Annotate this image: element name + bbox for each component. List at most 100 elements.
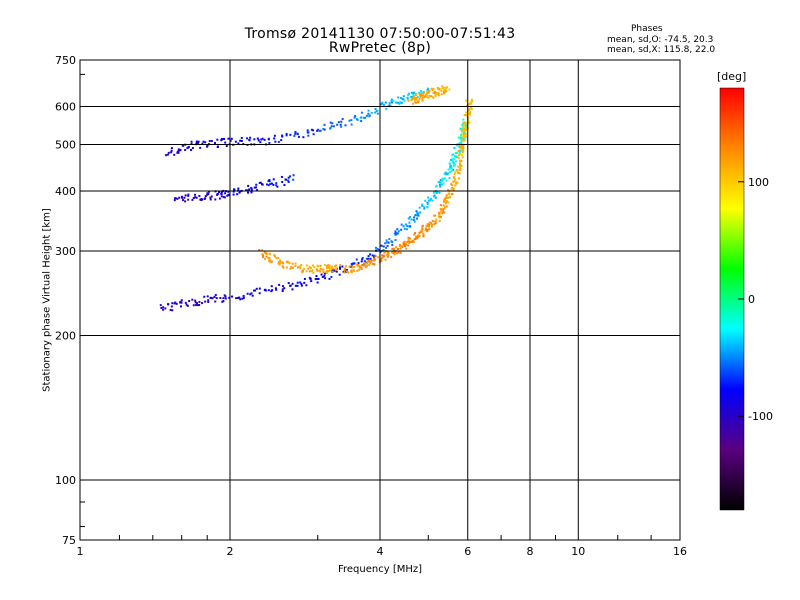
data-point [446, 172, 449, 175]
data-point [356, 269, 359, 272]
data-point [354, 115, 357, 118]
data-point [250, 187, 253, 190]
data-point [360, 120, 363, 123]
data-point [327, 264, 330, 267]
data-point [228, 296, 231, 299]
data-point [238, 191, 241, 194]
data-point [259, 181, 262, 184]
data-point [419, 94, 422, 97]
data-point [277, 261, 280, 264]
data-point [426, 203, 429, 206]
data-point [447, 188, 450, 191]
data-point [459, 137, 462, 140]
data-point [398, 101, 401, 104]
data-point [204, 195, 207, 198]
data-point [412, 92, 415, 95]
data-point [245, 189, 248, 192]
y-tick-label: 600 [55, 101, 76, 114]
data-point [445, 179, 448, 182]
data-point [303, 277, 306, 280]
data-point [385, 107, 388, 110]
data-point [283, 287, 286, 290]
data-point [423, 206, 426, 209]
data-point [462, 149, 465, 152]
data-point [209, 198, 212, 201]
data-point [190, 140, 193, 143]
data-point [213, 295, 216, 298]
data-point [461, 123, 464, 126]
data-point [463, 137, 466, 140]
data-point [187, 193, 190, 196]
data-point [418, 231, 421, 234]
data-point [305, 284, 308, 287]
data-point [322, 271, 325, 274]
data-point [268, 180, 271, 183]
data-point [335, 270, 338, 273]
data-point [179, 300, 182, 303]
data-point [273, 134, 276, 137]
data-point [308, 265, 311, 268]
data-point [393, 251, 396, 254]
data-point [402, 243, 405, 246]
data-point [452, 164, 455, 167]
data-point [443, 211, 446, 214]
data-point [401, 245, 404, 248]
grid-lines [80, 60, 680, 540]
data-point [456, 181, 459, 184]
data-point [321, 276, 324, 279]
data-point [255, 287, 258, 290]
data-point [440, 210, 443, 213]
data-point [426, 228, 429, 231]
data-point [305, 264, 308, 267]
data-point [417, 214, 420, 217]
data-point [404, 245, 407, 248]
data-point [391, 243, 394, 246]
data-point [253, 289, 256, 292]
data-point [184, 149, 187, 152]
data-point [405, 247, 408, 250]
data-point [415, 93, 418, 96]
data-point [409, 215, 412, 218]
data-point [453, 173, 456, 176]
data-point [390, 240, 393, 243]
data-point [236, 193, 239, 196]
data-point [416, 217, 419, 220]
data-point [434, 92, 437, 95]
x-tick-label: 1 [77, 545, 84, 558]
data-point [258, 292, 261, 295]
data-point [300, 264, 303, 267]
data-point [299, 281, 302, 284]
data-point [397, 251, 400, 254]
data-point [464, 126, 467, 129]
colorbar-tick-label: 100 [748, 176, 769, 189]
data-point [216, 193, 219, 196]
data-point [374, 111, 377, 114]
data-point [430, 223, 433, 226]
data-point [367, 112, 370, 115]
data-point [171, 309, 174, 312]
data-point [319, 268, 322, 271]
data-point [265, 255, 268, 258]
data-point [447, 168, 450, 171]
data-point [388, 102, 391, 105]
data-point [332, 125, 335, 128]
data-point [182, 199, 185, 202]
data-point [444, 89, 447, 92]
data-point [437, 92, 440, 95]
data-point [390, 99, 393, 102]
data-point [372, 255, 375, 258]
data-point [384, 242, 387, 245]
data-point [462, 122, 465, 125]
data-point [380, 258, 383, 261]
data-point [248, 138, 251, 141]
data-point [438, 181, 441, 184]
data-point [385, 246, 388, 249]
data-point [229, 139, 232, 142]
data-point [387, 241, 390, 244]
data-point [360, 267, 363, 270]
data-point [431, 199, 434, 202]
data-point [441, 180, 444, 183]
data-point [218, 197, 221, 200]
data-point [435, 184, 438, 187]
data-point [317, 277, 320, 280]
